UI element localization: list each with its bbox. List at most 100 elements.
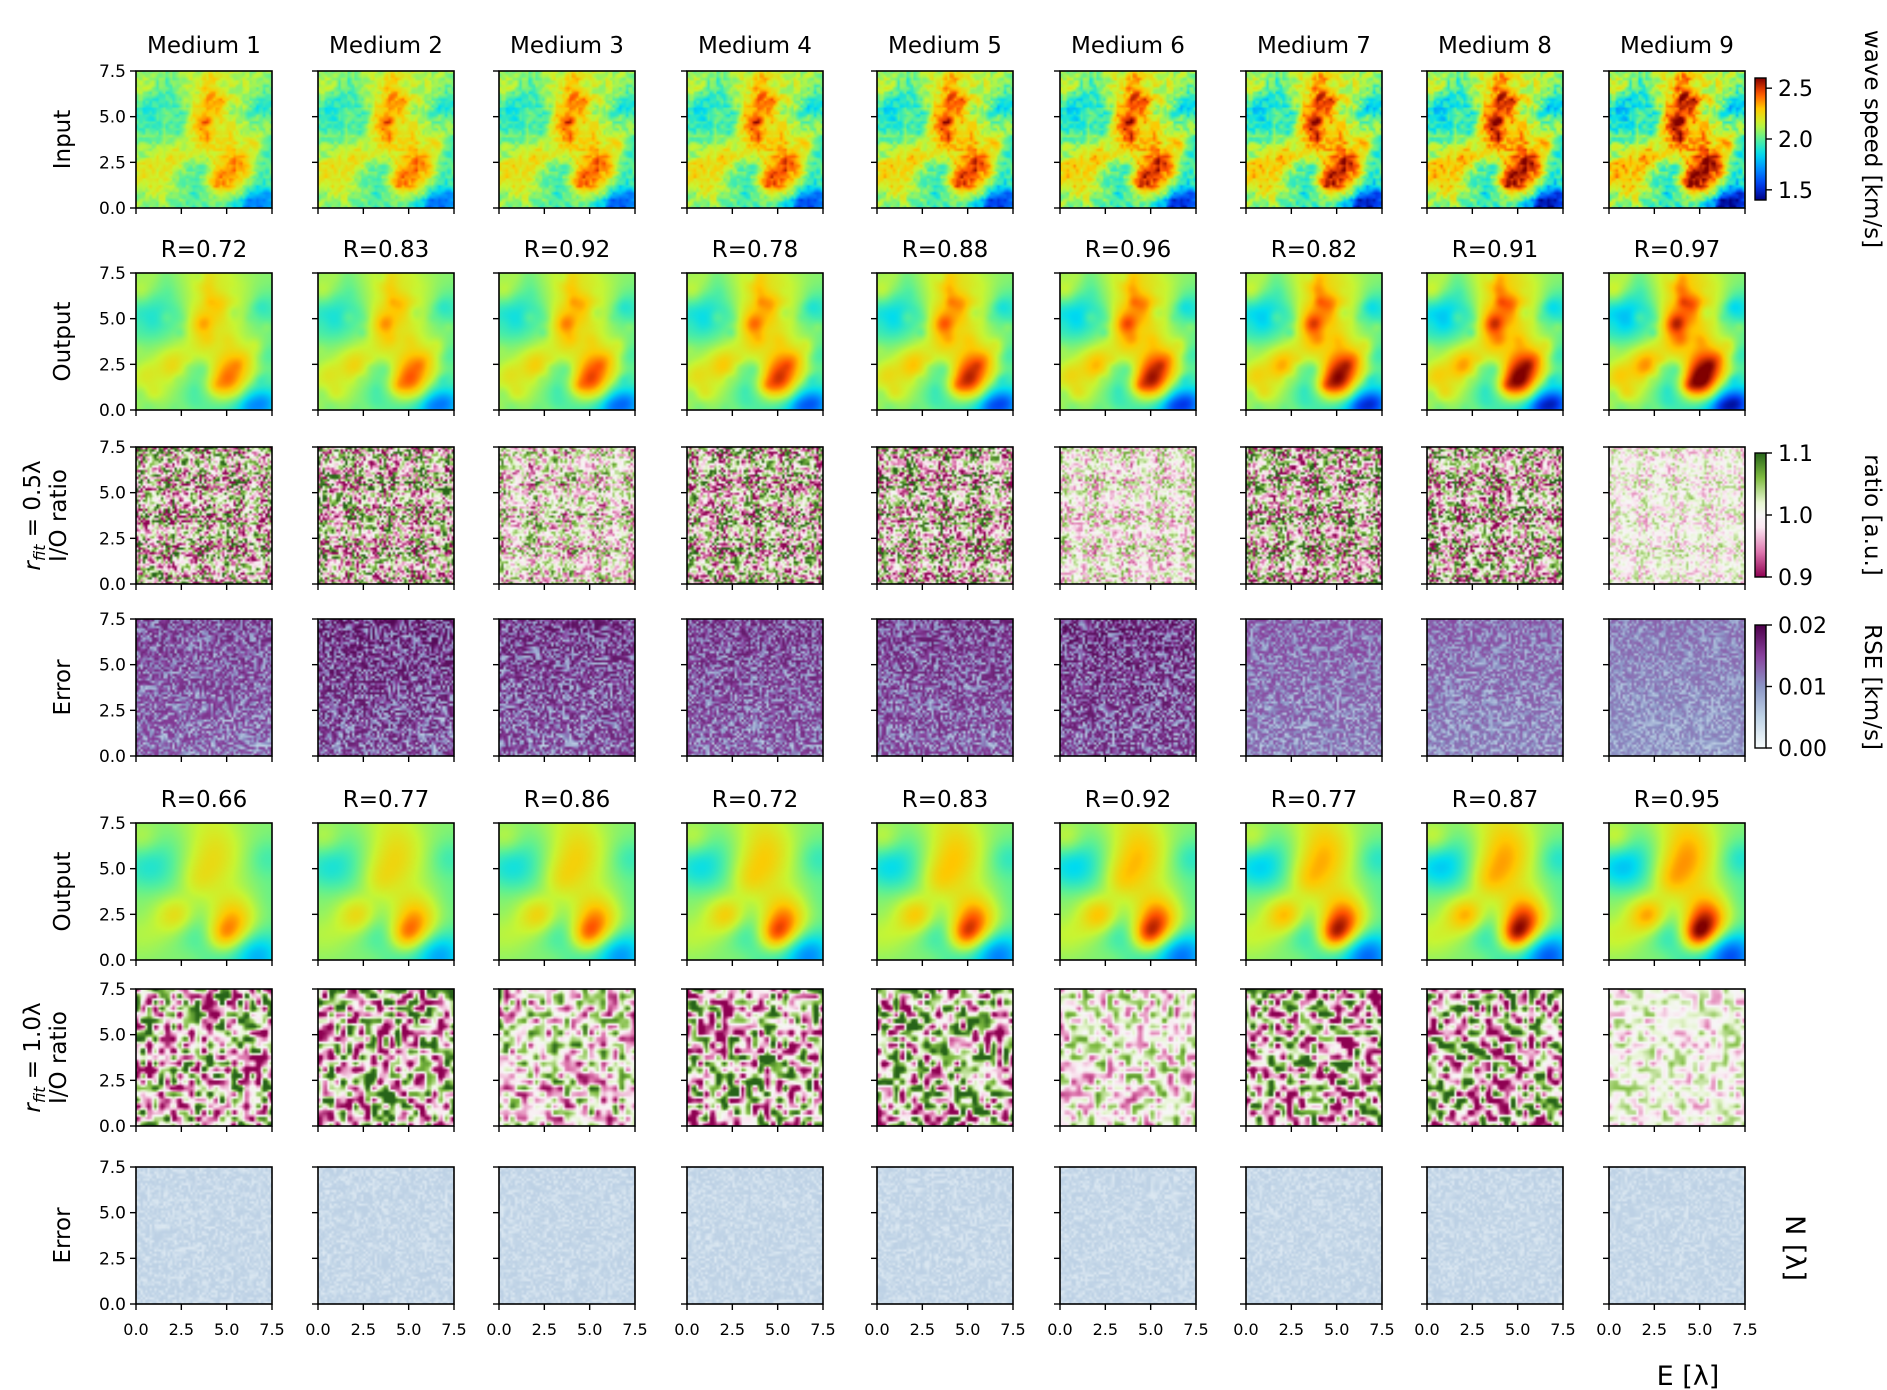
panel-frame (876, 988, 1014, 1127)
y-tick-label: 7.5 (99, 62, 126, 82)
x-tick-label: 2.5 (351, 1320, 376, 1339)
x-tick-label: 7.5 (1550, 1320, 1575, 1339)
x-tick-label: 0.0 (1414, 1320, 1439, 1339)
heatmap-image (877, 823, 1013, 960)
heatmap-image (1060, 823, 1196, 960)
heatmap-panel (871, 988, 1014, 1132)
heatmap-panel: 0.0 2.5 5.0 7.5 (1233, 1166, 1395, 1339)
y-tick-label: 7.5 (99, 610, 126, 630)
heatmap-image (1060, 1167, 1196, 1304)
heatmap-image (318, 447, 454, 584)
panel-frame (686, 446, 824, 585)
y-tick-label: 7.5 (99, 814, 126, 834)
panel-frame (1426, 618, 1564, 757)
panel-frame (1426, 446, 1564, 585)
heatmap-image (1609, 619, 1745, 756)
r-value-label: R=0.77 (1271, 787, 1357, 813)
x-tick-label: 0.0 (674, 1320, 699, 1339)
heatmap-panel (1054, 272, 1197, 416)
heatmap-image (1060, 447, 1196, 584)
heatmap-image (1427, 447, 1563, 584)
colorbar-tick-label: 1.1 (1778, 442, 1813, 467)
column-title: Medium 8 (1438, 33, 1552, 59)
x-tick-label: 0.0 (123, 1320, 148, 1339)
y-tick-label: 7.5 (99, 264, 126, 284)
heatmap-image (499, 447, 635, 584)
heatmap-image (318, 619, 454, 756)
heatmap-image (1609, 447, 1745, 584)
row-label: Input (50, 110, 76, 170)
panel-frame (498, 988, 636, 1127)
row-label-line: Output (50, 302, 76, 382)
heatmap-panel (1240, 822, 1383, 966)
row-label-line: I/O ratio (46, 469, 72, 562)
r-value-label: R=0.92 (1085, 787, 1171, 813)
heatmap-image (1060, 71, 1196, 208)
y-tick-label: 5.0 (99, 1204, 126, 1224)
panel-frame (1059, 70, 1197, 209)
heatmap-image (1246, 273, 1382, 410)
heatmap-panel (312, 988, 455, 1132)
y-tick-label: 0.0 (99, 575, 126, 595)
x-tick-label: 7.5 (622, 1320, 647, 1339)
panel-frame (135, 272, 273, 411)
x-tick-label: 0.0 (1596, 1320, 1621, 1339)
heatmap-panel (681, 988, 824, 1132)
heatmap-panel (1240, 272, 1383, 416)
panel-frame (1245, 618, 1383, 757)
heatmap-image (877, 619, 1013, 756)
heatmap-image (1060, 619, 1196, 756)
heatmap-panel: 0.0 2.5 5.0 7.5 (1596, 1166, 1758, 1339)
y-tick-label: 2.5 (99, 1249, 126, 1269)
colorbar-label: ratio [a.u.] (1859, 454, 1885, 576)
panel-frame (498, 446, 636, 585)
x-axis-label: E [λ] (1657, 1361, 1720, 1390)
panel-frame (1059, 618, 1197, 757)
y-tick-label: 2.5 (99, 701, 126, 721)
heatmap-image (687, 989, 823, 1126)
panel-frame (317, 988, 455, 1127)
panel-frame (135, 446, 273, 585)
heatmap-panel (1240, 70, 1383, 214)
panel-frame (498, 272, 636, 411)
panel-frame (1426, 1166, 1564, 1305)
y-tick-label: 0.0 (99, 1295, 126, 1315)
y-tick-label: 7.5 (99, 980, 126, 1000)
panel-frame (135, 1166, 273, 1305)
panel-frame (1608, 988, 1746, 1127)
heatmap-panel (871, 822, 1014, 966)
heatmap-panel (493, 70, 636, 214)
heatmap-panel (1603, 70, 1746, 214)
panel-frame (1059, 272, 1197, 411)
heatmap-image (687, 619, 823, 756)
column-title: Medium 4 (698, 33, 812, 59)
heatmap-image (318, 989, 454, 1126)
panel-frame (1608, 822, 1746, 961)
panel-frame (1245, 1166, 1383, 1305)
heatmap-panel (681, 70, 824, 214)
colorbar-gradient (1755, 453, 1766, 577)
row-label: Error (50, 1207, 76, 1264)
heatmap-panel (1603, 618, 1746, 762)
heatmap-image (687, 823, 823, 960)
heatmap-panel: 0.0 2.5 5.0 7.5 (1414, 1166, 1576, 1339)
r-value-label: R=0.72 (161, 237, 247, 263)
heatmap-panel (871, 446, 1014, 590)
colorbars: 2.5 2.0 1.5 wave speed [km/s] 1.1 1.0 0.9 ratio… (1754, 30, 1885, 762)
heatmap-image (1060, 273, 1196, 410)
heatmap-image (1246, 823, 1382, 960)
heatmap-panel: 0.0 2.5 5.0 7.5 (99, 610, 273, 767)
x-tick-label: 7.5 (1000, 1320, 1025, 1339)
panel-frame (317, 70, 455, 209)
colorbar-tick-label: 0.02 (1778, 614, 1827, 639)
heatmap-image (687, 447, 823, 584)
y-tick-label: 5.0 (99, 656, 126, 676)
heatmap-image (687, 1167, 823, 1304)
heatmap-panel: 0.0 2.5 5.0 7.5 (305, 1166, 467, 1339)
panel-frame (1426, 988, 1564, 1127)
heatmap-panel (1603, 822, 1746, 966)
row-label-line: Input (50, 110, 76, 170)
heatmap-panel (1603, 446, 1746, 590)
panel-frame (135, 822, 273, 961)
